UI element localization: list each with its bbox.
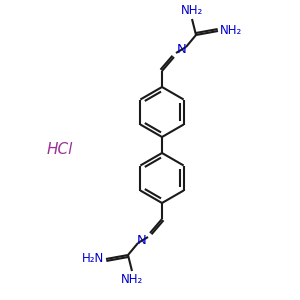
Text: N: N (137, 234, 147, 247)
Text: N: N (177, 43, 187, 56)
Text: NH₂: NH₂ (121, 273, 143, 286)
Text: NH₂: NH₂ (220, 25, 242, 38)
Text: H₂N: H₂N (82, 253, 104, 266)
Text: NH₂: NH₂ (181, 4, 203, 17)
Text: HCl: HCl (47, 142, 73, 158)
